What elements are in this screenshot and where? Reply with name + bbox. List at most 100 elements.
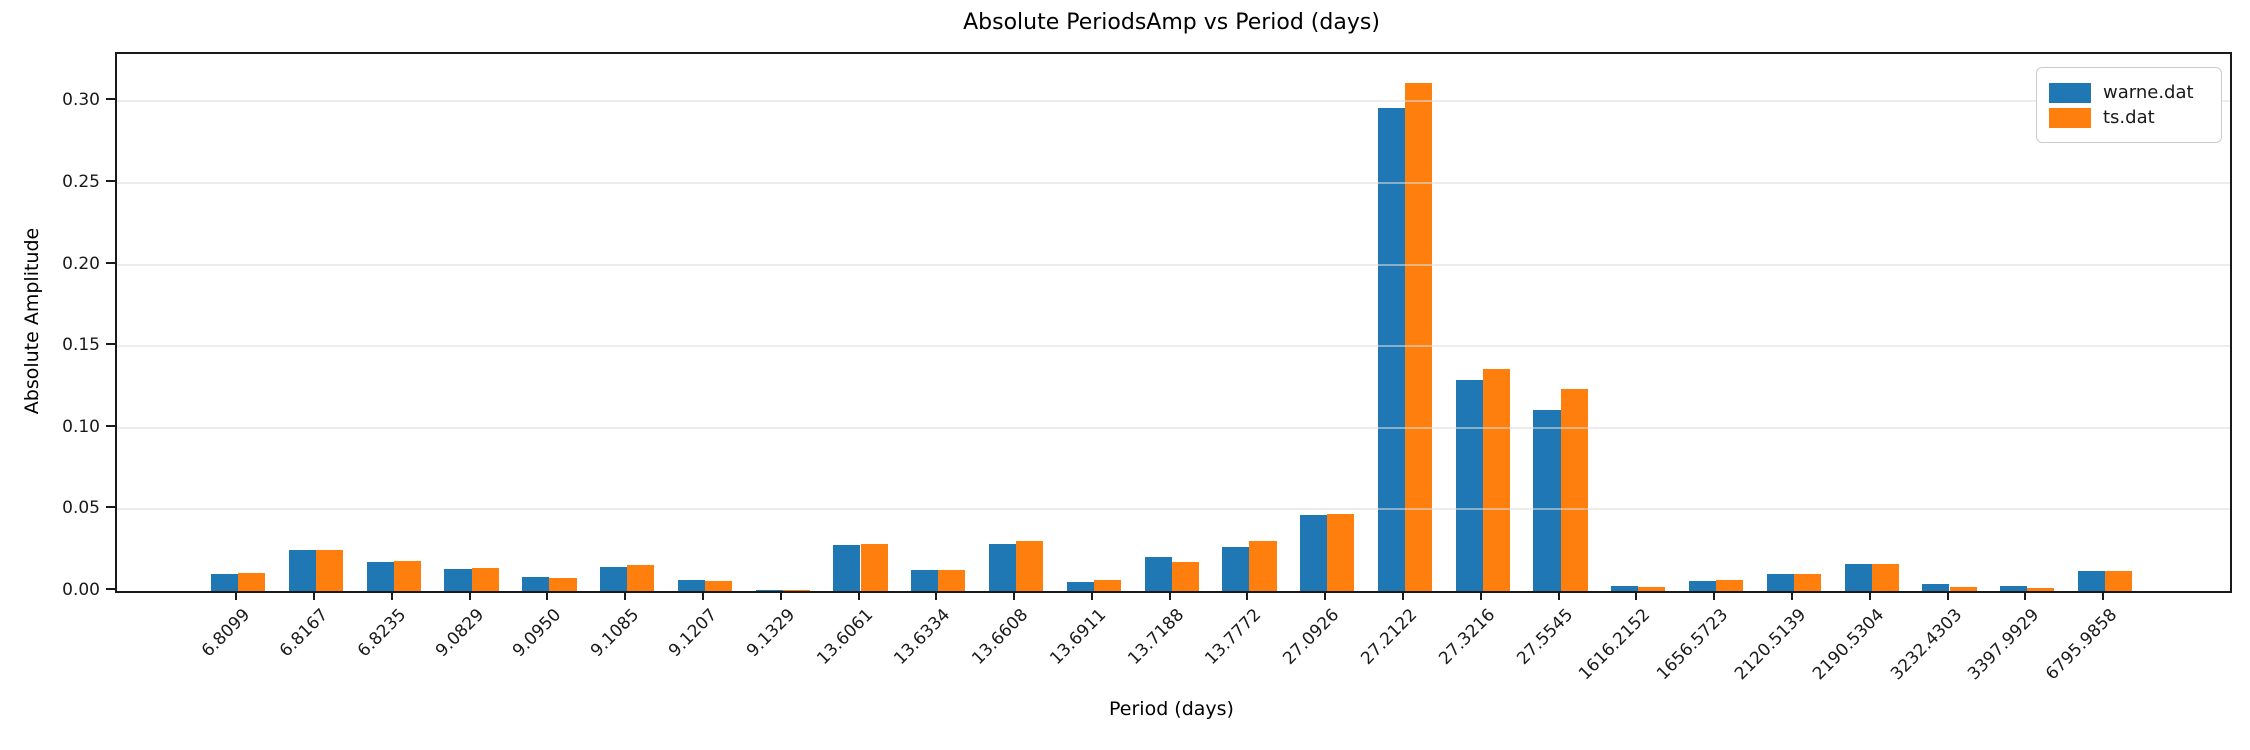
y-tick-mark <box>106 261 115 264</box>
bar <box>2027 587 2055 591</box>
bar <box>1560 388 1588 591</box>
x-tick-label: 13.6911 <box>1046 605 1111 669</box>
gridline <box>117 508 2230 511</box>
x-tick-label: 27.0926 <box>1279 605 1344 669</box>
bar <box>1144 557 1172 591</box>
bar <box>988 544 1017 591</box>
bar <box>1638 587 1666 591</box>
gridline <box>117 100 2230 103</box>
x-tick-mark <box>779 591 782 600</box>
bar <box>288 550 317 591</box>
x-tick-label: 3232.4303 <box>1886 605 1966 685</box>
x-tick-label: 6795.9858 <box>2041 605 2122 685</box>
bar <box>1377 107 1405 591</box>
x-tick-mark <box>2102 591 2104 600</box>
x-tick-mark <box>1324 591 1327 600</box>
bar <box>522 576 550 591</box>
bar <box>1455 380 1483 591</box>
bar <box>911 570 939 591</box>
x-tick-mark <box>1635 591 1638 600</box>
x-tick-label: 13.6608 <box>968 605 1033 669</box>
x-tick-mark <box>1713 591 1716 600</box>
x-tick-label: 1616.2152 <box>1575 605 1655 685</box>
x-tick-mark <box>546 591 549 600</box>
y-tick-label: 0.25 <box>62 171 100 192</box>
x-tick-label: 9.1329 <box>742 605 799 662</box>
x-tick-label: 2120.5139 <box>1730 605 1811 685</box>
bar <box>600 566 628 591</box>
bar <box>677 579 705 591</box>
x-tick-label: 2190.5304 <box>1808 605 1888 685</box>
x-tick-mark <box>2024 591 2027 600</box>
bar <box>1249 540 1277 591</box>
chart-title: Absolute PeriodsAmp vs Period (days) <box>963 10 1380 35</box>
bar <box>316 549 344 591</box>
bar <box>1611 586 1639 591</box>
x-tick-label: 1656.5723 <box>1653 605 1733 685</box>
y-tick-label: 0.15 <box>62 335 100 356</box>
y-tick-label: 0.05 <box>62 498 100 519</box>
y-tick-mark <box>106 179 115 182</box>
x-tick-label: 3397.9929 <box>1964 605 2044 685</box>
bar <box>1300 514 1328 591</box>
x-tick-mark <box>702 591 704 600</box>
bar <box>1405 83 1433 591</box>
legend-swatch-ts <box>2049 107 2091 128</box>
legend: warne.dat ts.dat <box>2036 67 2222 143</box>
bar <box>444 568 472 591</box>
x-tick-label: 27.5545 <box>1512 605 1577 669</box>
x-tick-label: 9.1207 <box>664 605 722 662</box>
bar <box>627 565 655 591</box>
x-tick-mark <box>624 591 627 600</box>
x-tick-label: 13.6061 <box>812 605 877 669</box>
x-tick-label: 9.1085 <box>587 605 644 662</box>
bar <box>238 572 266 591</box>
bar <box>860 544 888 591</box>
x-tick-label: 6.8167 <box>276 605 333 662</box>
x-tick-label: 27.3216 <box>1435 605 1499 669</box>
bar <box>549 578 577 591</box>
legend-label: warne.dat <box>2103 82 2194 103</box>
y-tick-mark <box>106 424 115 427</box>
plot-area <box>115 52 2232 593</box>
bar <box>1922 584 1950 591</box>
bar <box>755 590 783 591</box>
bar <box>1171 561 1199 591</box>
legend-item: warne.dat <box>2049 82 2209 103</box>
bar <box>705 580 733 591</box>
bar <box>1327 513 1355 591</box>
bar <box>1716 580 1744 591</box>
y-tick-mark <box>106 506 115 509</box>
bar <box>1766 573 1794 591</box>
bar <box>366 561 394 591</box>
bar <box>1093 579 1122 591</box>
y-tick-mark <box>106 98 115 101</box>
legend-label: ts.dat <box>2103 107 2155 128</box>
bar <box>1482 369 1510 591</box>
x-tick-mark <box>468 591 471 600</box>
bar <box>1533 409 1561 591</box>
bar <box>938 570 966 591</box>
bar <box>2105 571 2133 591</box>
x-tick-label: 27.2122 <box>1357 605 1422 669</box>
y-tick-label: 0.20 <box>62 253 100 274</box>
bar <box>1871 563 1899 591</box>
x-tick-mark <box>1168 591 1171 600</box>
x-tick-mark <box>1790 591 1793 600</box>
bar <box>2077 571 2105 591</box>
gridline <box>117 426 2230 429</box>
bar <box>1793 573 1822 591</box>
bar <box>782 590 810 591</box>
bar <box>1222 546 1250 591</box>
x-tick-label: 13.7188 <box>1123 605 1188 669</box>
x-tick-label: 13.6334 <box>890 605 955 669</box>
x-axis-label: Period (days) <box>1109 698 1234 720</box>
legend-item: ts.dat <box>2049 107 2209 128</box>
x-tick-mark <box>1946 591 1949 600</box>
gridline <box>117 181 2230 184</box>
x-tick-mark <box>1479 591 1482 600</box>
bar <box>1688 581 1717 591</box>
bar <box>471 567 499 591</box>
x-tick-mark <box>1868 591 1871 600</box>
